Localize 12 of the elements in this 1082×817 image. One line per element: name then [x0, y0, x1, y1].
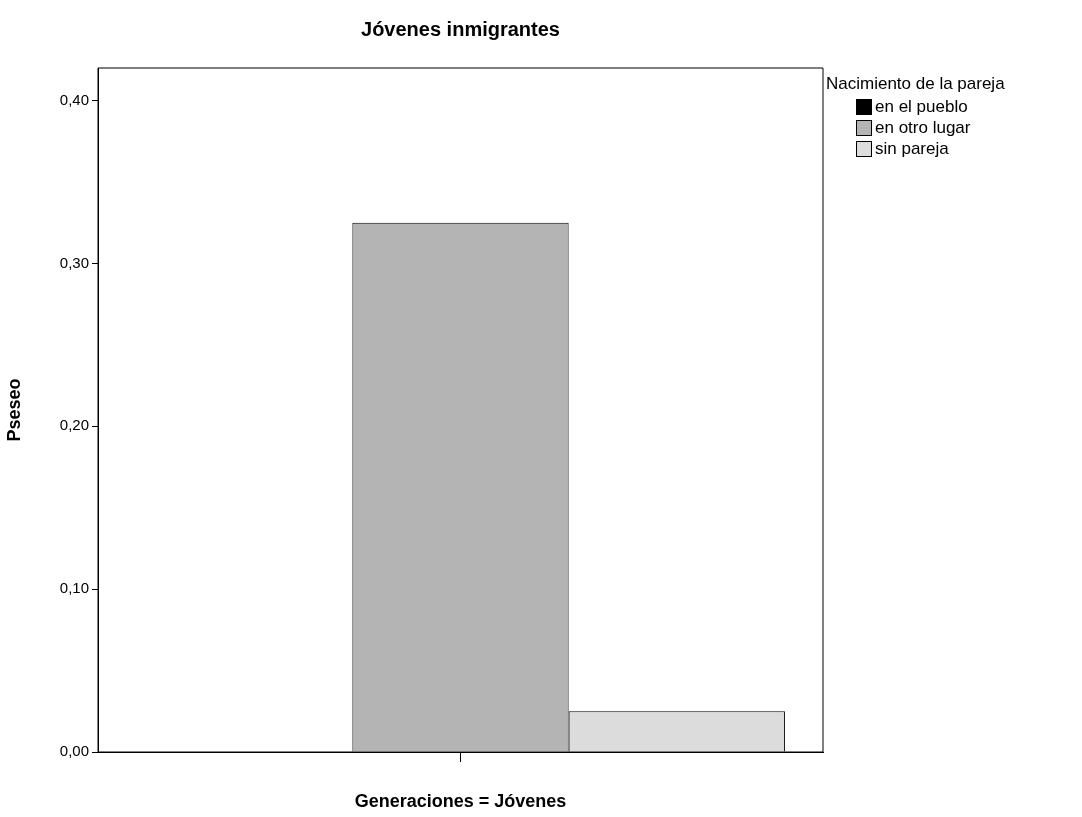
- legend-label: en el pueblo: [875, 96, 968, 117]
- legend-label: sin pareja: [875, 138, 949, 159]
- legend-label: en otro lugar: [875, 117, 971, 138]
- y-tick-label: 0,40: [59, 90, 89, 108]
- y-tick-label: 0,00: [59, 742, 89, 760]
- y-tick-label: 0,30: [59, 253, 89, 271]
- y-axis-title: Pseseo: [3, 378, 24, 442]
- legend-title: Nacimiento de la pareja: [826, 74, 1005, 94]
- x-axis-title: Generaciones = Jóvenes: [354, 791, 567, 812]
- y-tick-label: 0,20: [59, 416, 89, 434]
- chart-title: Jóvenes inmigrantes: [361, 17, 560, 40]
- y-tick-label: 0,10: [59, 579, 89, 597]
